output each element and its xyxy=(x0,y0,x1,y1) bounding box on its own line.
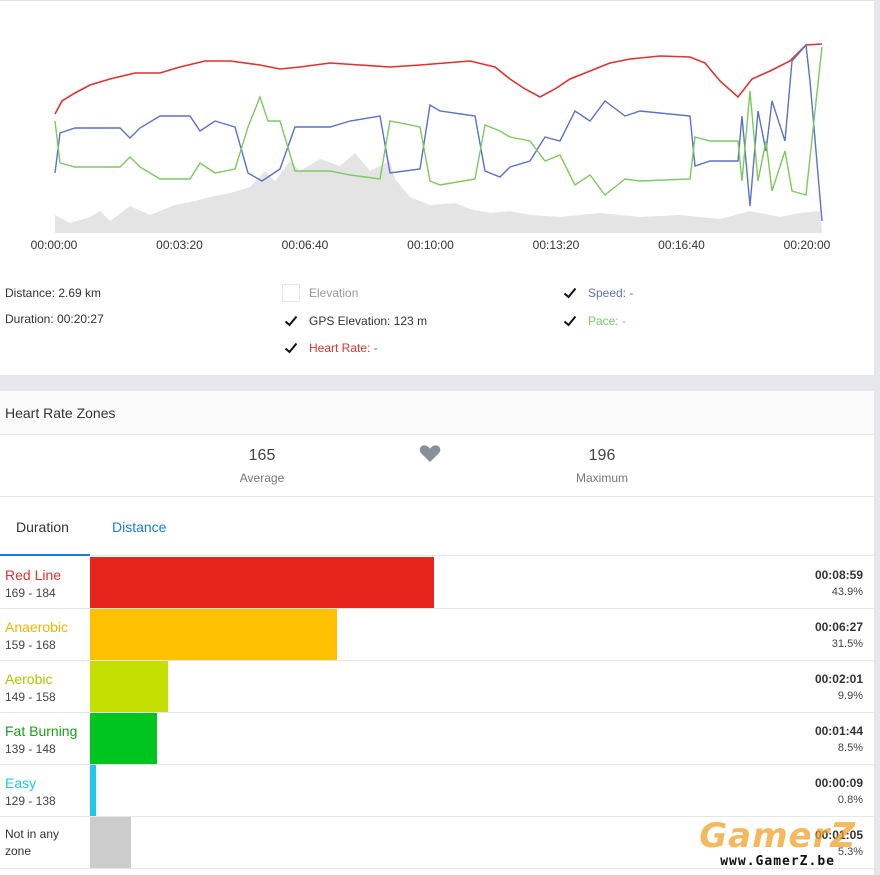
distance-stat: Distance: 2.69 km xyxy=(5,286,102,300)
maximum-hr-label: Maximum xyxy=(575,471,629,485)
tab-duration[interactable]: Duration xyxy=(16,519,69,535)
x-tick-label: 00:16:40 xyxy=(658,238,705,252)
x-tick-label: 00:10:00 xyxy=(407,238,454,252)
zone-duration: 00:00:09 xyxy=(814,776,863,790)
speed-checkbox[interactable] xyxy=(561,284,579,302)
elevation-label: Elevation xyxy=(309,286,359,300)
zone-percent: 9.9% xyxy=(837,690,863,702)
zone-bar xyxy=(90,713,157,764)
legend-heart-rate[interactable]: Heart Rate: - xyxy=(282,339,378,357)
x-tick-label: 00:00:00 xyxy=(30,238,78,252)
elevation-checkbox[interactable] xyxy=(282,284,300,302)
zone-percent: 5.3% xyxy=(837,846,863,858)
zone-row: Red Line 169 - 184 00:08:59 43.9% xyxy=(0,557,874,609)
zone-bar xyxy=(90,661,168,712)
zone-percent: 8.5% xyxy=(837,742,863,754)
gps-elevation-checkbox[interactable] xyxy=(282,312,300,330)
zone-row: Not in any zone 00:01:05 5.3% xyxy=(0,817,874,869)
zone-percent: 0.8% xyxy=(837,794,863,806)
zone-duration: 00:06:27 xyxy=(814,620,863,634)
zone-row: Fat Burning 139 - 148 00:01:44 8.5% xyxy=(0,713,874,765)
zone-duration: 00:01:44 xyxy=(814,724,863,738)
zone-name: Anaerobic xyxy=(5,619,69,635)
x-tick-label: 00:13:20 xyxy=(532,238,580,252)
heart-icon xyxy=(419,445,441,462)
zone-range: 139 - 148 xyxy=(5,742,56,756)
zones-title: Heart Rate Zones xyxy=(0,391,874,435)
zone-percent: 43.9% xyxy=(831,586,863,598)
zone-range: 129 - 138 xyxy=(5,794,56,808)
zone-row: Easy 129 - 138 00:00:09 0.8% xyxy=(0,765,874,817)
heart-rate-line xyxy=(54,43,823,115)
heart-rate-checkbox[interactable] xyxy=(282,339,300,357)
zone-name: Fat Burning xyxy=(5,723,78,739)
zone-name: Easy xyxy=(5,775,37,791)
zone-duration: 00:02:01 xyxy=(814,672,863,686)
zone-percent: 31.5% xyxy=(831,638,863,650)
zone-row: Aerobic 149 - 158 00:02:01 9.9% xyxy=(0,661,874,713)
heart-rate-label: Heart Rate: - xyxy=(309,341,378,355)
elevation-area xyxy=(55,153,822,233)
zone-range: 169 - 184 xyxy=(5,586,56,600)
hr-summary: 165 Average 196 Maximum xyxy=(0,435,874,497)
active-tab-indicator xyxy=(0,554,90,556)
zone-name: Not in any zone xyxy=(5,827,60,858)
zone-duration: 00:01:05 xyxy=(814,828,863,842)
zone-bar xyxy=(90,609,337,660)
zone-name: Aerobic xyxy=(5,671,53,687)
legend-speed[interactable]: Speed: - xyxy=(561,284,633,302)
pace-label: Pace: - xyxy=(588,314,627,328)
x-tick-label: 00:06:40 xyxy=(281,238,329,252)
activity-line-chart xyxy=(54,43,823,233)
pace-checkbox[interactable] xyxy=(561,312,579,330)
x-tick-label: 00:20:00 xyxy=(783,238,831,252)
zone-bar xyxy=(90,765,96,816)
legend-pace[interactable]: Pace: - xyxy=(561,312,626,330)
maximum-hr-value: 196 xyxy=(588,447,616,464)
average-hr-value: 165 xyxy=(248,447,276,464)
zone-row: Anaerobic 159 - 168 00:06:27 31.5% xyxy=(0,609,874,661)
tab-distance[interactable]: Distance xyxy=(112,519,167,535)
zone-name: Red Line xyxy=(5,567,62,583)
speed-line xyxy=(54,43,823,222)
zone-tabs: Duration Distance xyxy=(0,497,874,556)
zone-bar xyxy=(90,817,131,868)
zone-range: 149 - 158 xyxy=(5,690,56,704)
activity-chart-card: 00:00:00 00:03:20 00:06:40 00:10:00 00:13:20… xyxy=(0,0,874,375)
pace-line xyxy=(54,46,823,196)
average-hr-label: Average xyxy=(239,471,285,485)
zone-range: 159 - 168 xyxy=(5,638,56,652)
heart-rate-zones-card: Heart Rate Zones 165 Average 196 Maximum… xyxy=(0,391,874,875)
duration-stat: Duration: 00:20:27 xyxy=(5,312,104,326)
legend-gps-elevation[interactable]: GPS Elevation: 123 m xyxy=(282,312,427,330)
zone-duration: 00:08:59 xyxy=(814,568,863,582)
legend-elevation[interactable]: Elevation xyxy=(282,284,358,302)
zone-bar xyxy=(90,557,434,608)
speed-label: Speed: - xyxy=(588,286,634,300)
gps-elevation-label: GPS Elevation: 123 m xyxy=(309,314,428,328)
x-tick-label: 00:03:20 xyxy=(156,238,203,252)
